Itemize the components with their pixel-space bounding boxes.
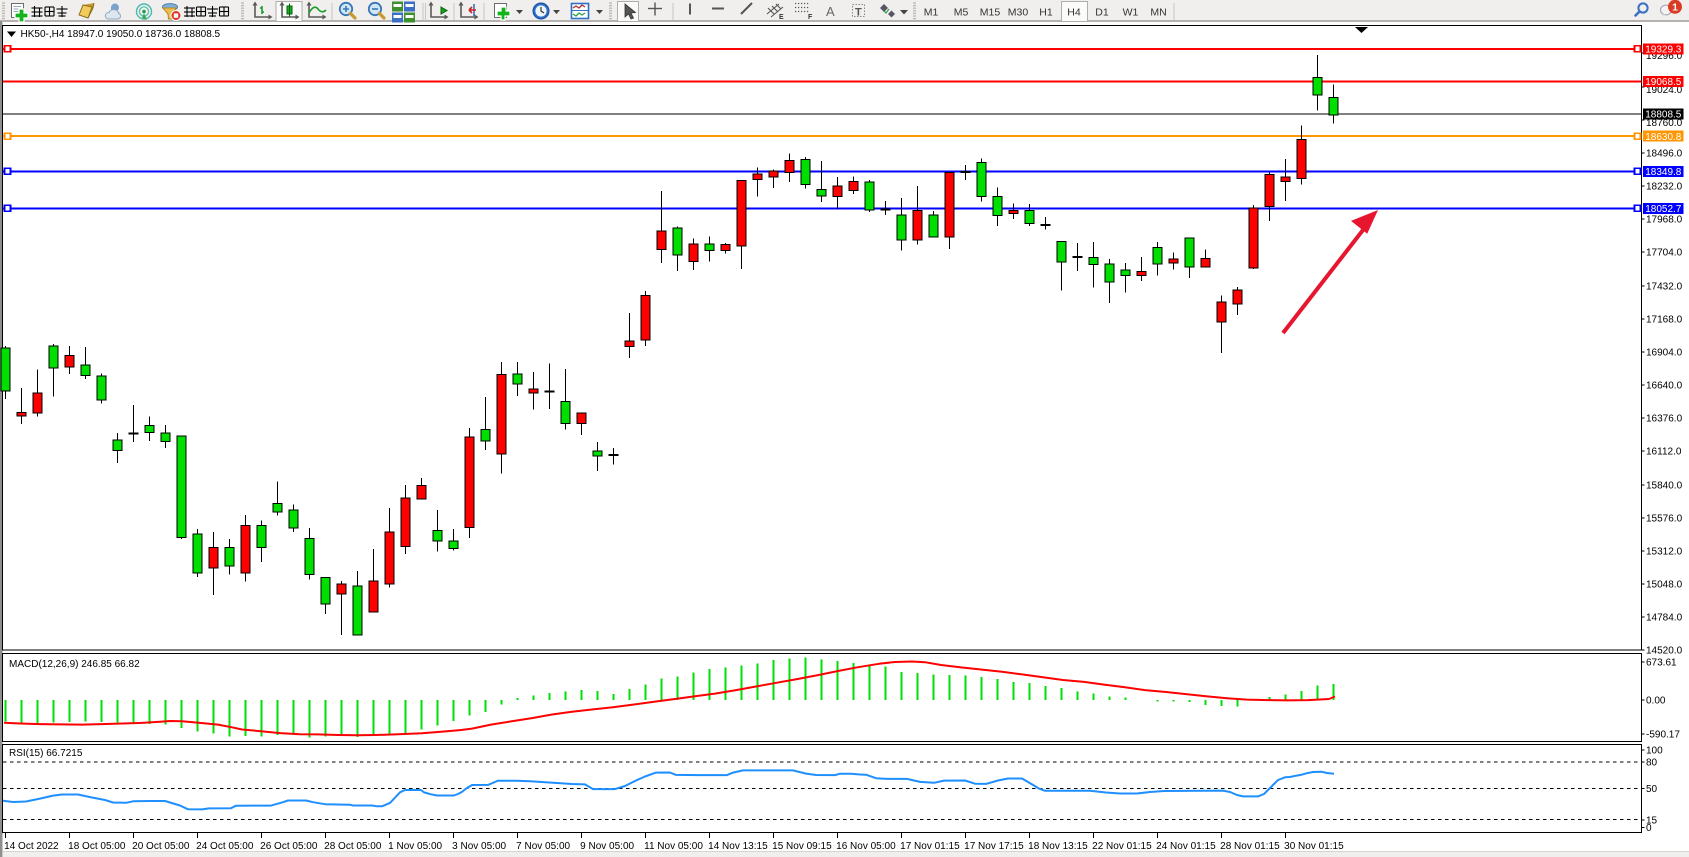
svg-text:19024.0: 19024.0 <box>1646 85 1683 96</box>
svg-text:H1: H1 <box>1039 7 1053 19</box>
svg-text:E: E <box>779 14 784 21</box>
svg-text:15312.0: 15312.0 <box>1646 547 1683 558</box>
svg-text:100: 100 <box>1646 746 1663 757</box>
svg-text:18349.8: 18349.8 <box>1645 167 1682 178</box>
svg-text:14 Nov 13:15: 14 Nov 13:15 <box>708 841 768 852</box>
svg-text:24 Oct 05:00: 24 Oct 05:00 <box>196 841 254 852</box>
svg-text:16904.0: 16904.0 <box>1646 348 1683 359</box>
svg-text:M15: M15 <box>980 7 1001 19</box>
svg-text:14784.0: 14784.0 <box>1646 613 1683 624</box>
svg-text:18 Oct 05:00: 18 Oct 05:00 <box>68 841 126 852</box>
svg-text:18496.0: 18496.0 <box>1646 149 1683 160</box>
svg-text:18 Nov 13:15: 18 Nov 13:15 <box>1028 841 1088 852</box>
svg-text:16640.0: 16640.0 <box>1646 381 1683 392</box>
svg-text:9 Nov 05:00: 9 Nov 05:00 <box>580 841 634 852</box>
svg-text:H4: H4 <box>1067 7 1081 19</box>
svg-text:M1: M1 <box>924 7 939 19</box>
svg-text:28 Oct 05:00: 28 Oct 05:00 <box>324 841 382 852</box>
svg-text:18760.0: 18760.0 <box>1646 118 1683 129</box>
svg-text:1: 1 <box>1672 2 1678 14</box>
svg-text:11 Nov 05:00: 11 Nov 05:00 <box>644 841 703 852</box>
svg-text:HK50-,H4 18947.0 19050.0 1873: HK50-,H4 18947.0 19050.0 18736.0 18808.5 <box>21 29 221 40</box>
svg-text:D1: D1 <box>1095 7 1109 19</box>
svg-text:673.61: 673.61 <box>1646 657 1677 668</box>
svg-text:24 Nov 01:15: 24 Nov 01:15 <box>1156 841 1216 852</box>
svg-text:18808.5: 18808.5 <box>1645 110 1682 121</box>
svg-text:MN: MN <box>1150 7 1166 19</box>
svg-text:A: A <box>826 4 835 19</box>
svg-text:15 Nov 09:15: 15 Nov 09:15 <box>772 841 832 852</box>
svg-text:30 Nov 01:15: 30 Nov 01:15 <box>1284 841 1344 852</box>
svg-text:17 Nov 17:15: 17 Nov 17:15 <box>964 841 1024 852</box>
svg-text:F: F <box>808 14 813 21</box>
svg-text:15840.0: 15840.0 <box>1646 481 1683 492</box>
svg-text:MACD(12,26,9) 246.85 66.82: MACD(12,26,9) 246.85 66.82 <box>9 659 140 670</box>
svg-text:-590.17: -590.17 <box>1646 730 1680 741</box>
svg-text:17 Nov 01:15: 17 Nov 01:15 <box>900 841 960 852</box>
svg-text:28 Nov 01:15: 28 Nov 01:15 <box>1220 841 1280 852</box>
svg-text:3 Nov 05:00: 3 Nov 05:00 <box>452 841 506 852</box>
svg-text:22 Nov 01:15: 22 Nov 01:15 <box>1092 841 1152 852</box>
svg-text:16376.0: 16376.0 <box>1646 414 1683 425</box>
svg-text:1 Nov 05:00: 1 Nov 05:00 <box>388 841 442 852</box>
svg-text:16112.0: 16112.0 <box>1646 447 1682 458</box>
svg-text:50: 50 <box>1646 784 1658 795</box>
svg-text:17168.0: 17168.0 <box>1646 315 1683 326</box>
svg-text:15576.0: 15576.0 <box>1646 514 1683 525</box>
svg-text:18052.7: 18052.7 <box>1645 204 1682 215</box>
svg-text:T: T <box>855 7 862 19</box>
svg-text:M5: M5 <box>954 7 969 19</box>
svg-text:19068.5: 19068.5 <box>1645 77 1682 88</box>
svg-text:17704.0: 17704.0 <box>1646 248 1683 259</box>
svg-text:17432.0: 17432.0 <box>1646 282 1683 293</box>
svg-text:18232.0: 18232.0 <box>1646 182 1683 193</box>
svg-text:17968.0: 17968.0 <box>1646 215 1683 226</box>
svg-text:W1: W1 <box>1123 7 1139 19</box>
svg-text:14520.0: 14520.0 <box>1646 646 1683 657</box>
svg-text:26 Oct 05:00: 26 Oct 05:00 <box>260 841 318 852</box>
svg-text:7 Nov 05:00: 7 Nov 05:00 <box>516 841 570 852</box>
svg-text:M30: M30 <box>1008 7 1029 19</box>
svg-text:18630.8: 18630.8 <box>1645 132 1682 143</box>
svg-text:80: 80 <box>1646 758 1658 769</box>
svg-text:RSI(15) 66.7215: RSI(15) 66.7215 <box>9 748 83 759</box>
svg-text:15: 15 <box>1646 816 1658 827</box>
svg-text:19329.3: 19329.3 <box>1645 44 1682 55</box>
svg-text:0.00: 0.00 <box>1646 696 1666 707</box>
svg-text:14 Oct 2022: 14 Oct 2022 <box>4 841 59 852</box>
svg-text:19296.0: 19296.0 <box>1646 51 1683 62</box>
svg-text:16 Nov 05:00: 16 Nov 05:00 <box>836 841 896 852</box>
svg-text:15048.0: 15048.0 <box>1646 580 1683 591</box>
svg-text:20 Oct 05:00: 20 Oct 05:00 <box>132 841 190 852</box>
svg-text:0: 0 <box>1646 823 1652 834</box>
